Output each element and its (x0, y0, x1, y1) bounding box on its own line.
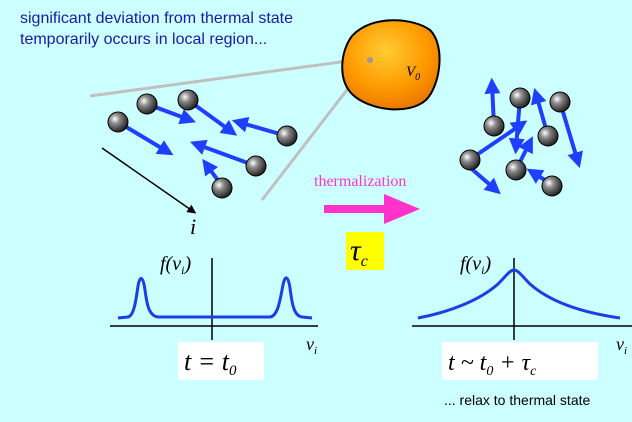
right-plot-xlabel-sub: i (624, 345, 627, 357)
left-plot-xlabel: v (306, 334, 314, 354)
particle-index-label: i (190, 214, 196, 239)
blob-label-sub: 0 (415, 72, 420, 83)
svg-text:V0: V0 (406, 64, 420, 83)
left-plot-ylabel-close: ) (183, 253, 191, 275)
blob-label: V (406, 64, 417, 80)
relaxation-time-sub: c (361, 253, 368, 270)
nonthermal-particles (107, 89, 298, 199)
relaxation-time-box (346, 232, 384, 270)
thermal-particles (459, 77, 583, 197)
right-plot-time-label: t ~ t (448, 350, 488, 376)
right-plot-time-label-tail-sub: c (530, 364, 537, 379)
right-plot-time-label-tail: + τ (493, 350, 531, 376)
zoom-line-top (89, 56, 371, 98)
svg-text:t ~ t0 + τc: t ~ t0 + τc (448, 350, 537, 379)
particle-index-pointer (101, 147, 197, 214)
left-plot-ylabel-sub: i (181, 263, 184, 277)
svg-text:vi: vi (616, 334, 627, 357)
right-distribution-curve (417, 268, 621, 320)
svg-text:τc: τc (350, 234, 368, 270)
left-plot-time-label: t = t (184, 347, 230, 376)
right-plot-ylabel-close: ) (483, 253, 491, 275)
right-plot-ylabel: f(v (460, 253, 481, 275)
right-plot-xlabel: v (616, 334, 624, 354)
svg-text:t = t0: t = t0 (184, 347, 237, 379)
thermalization-arrow (324, 194, 420, 224)
svg-text:vi: vi (306, 334, 317, 357)
local-region-blob: V0 (341, 19, 441, 111)
left-distribution-plot: f(vi) vi t = t0 (110, 253, 318, 380)
left-plot-ylabel: f(v (160, 253, 181, 275)
deviation-caption: significant deviation from thermal state… (20, 10, 294, 48)
svg-text:f(vi): f(vi) (160, 253, 191, 277)
right-distribution-plot: f(vi) vi t ~ t0 + τc (412, 253, 632, 380)
right-plot-time-label-sub: 0 (486, 364, 493, 379)
left-distribution-curve (117, 276, 313, 320)
svg-text:f(vi): f(vi) (460, 253, 491, 277)
left-plot-xlabel-sub: i (314, 345, 317, 357)
relax-caption: ... relax to thermal state (444, 392, 591, 408)
relaxation-time-symbol: τ (350, 234, 362, 267)
right-plot-ylabel-sub: i (481, 263, 484, 277)
thermalization-label: thermalization (314, 173, 406, 190)
left-plot-time-label-sub: 0 (229, 363, 237, 379)
